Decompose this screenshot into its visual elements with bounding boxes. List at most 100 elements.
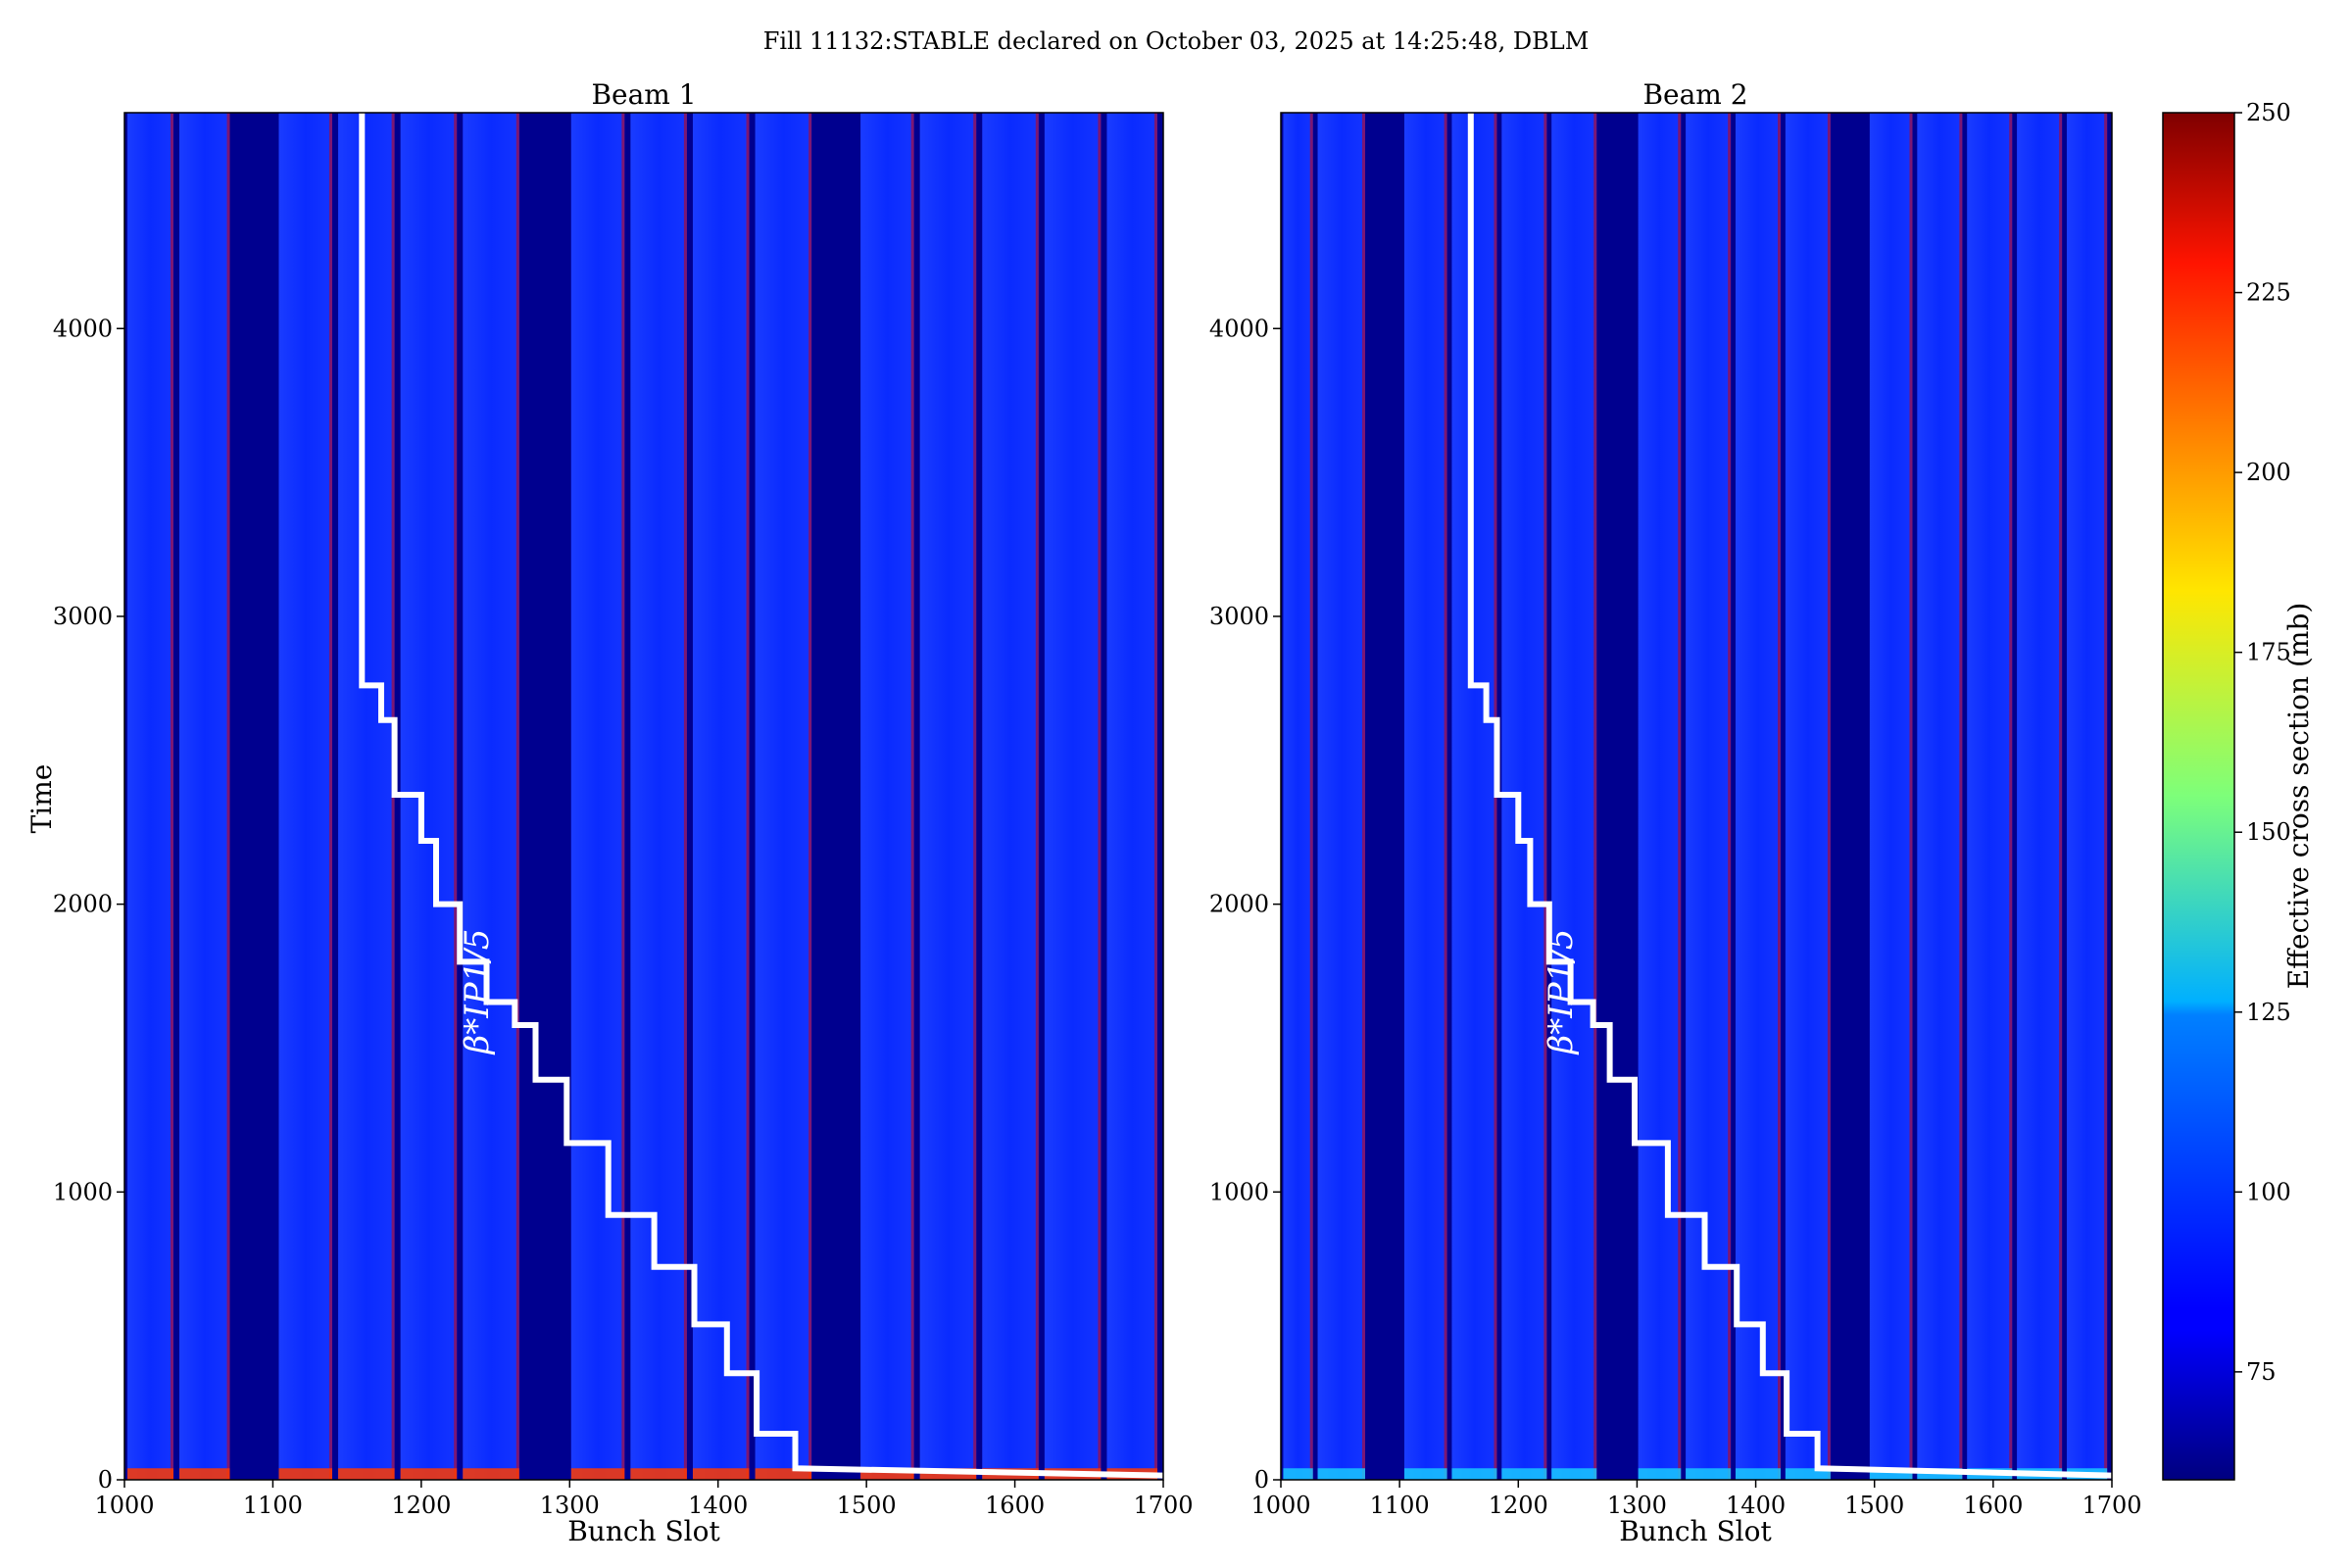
filled-train-11: [1869, 113, 1913, 1480]
filled-train-2: [1317, 113, 1366, 1480]
train-edge-15: [1153, 113, 1157, 1480]
filled-train-13: [982, 113, 1039, 1480]
train-edge-9: [1778, 113, 1782, 1480]
y-tick-label: 1000: [1209, 1178, 1269, 1205]
beam-1-beta-star-label: β*IP1/5: [458, 929, 497, 1056]
y-tick-label: 0: [1254, 1466, 1269, 1494]
beam-1-axes-frame: [123, 112, 1164, 1481]
train-start-hot-1: [127, 1468, 173, 1480]
beam-2-heatmap: [1281, 113, 2112, 1480]
beam-1-title: Beam 1: [591, 78, 696, 111]
train-edge-1: [170, 113, 173, 1480]
beam-2-beta-star-steps: [1467, 113, 2113, 1479]
beam-1-x-axis-label: Bunch Slot: [567, 1515, 720, 1547]
beam-2-beta-star-label: β*IP1/5: [1542, 929, 1581, 1056]
train-edge-1: [1309, 113, 1313, 1480]
x-tick-label: 1100: [1370, 1492, 1430, 1519]
train-start-hot-5: [1501, 1468, 1547, 1480]
train-start-hot-7: [1638, 1468, 1682, 1480]
train-edge-5: [1544, 113, 1547, 1480]
train-edge-8: [683, 113, 687, 1480]
x-tick-label: 1200: [391, 1492, 451, 1519]
filled-train-14: [2017, 113, 2063, 1480]
filled-train-12: [1917, 113, 1963, 1480]
filled-train-12: [919, 113, 977, 1480]
figure-title: Fill 11132:STABLE declared on October 03…: [763, 27, 1590, 55]
y-tick-label: 1000: [53, 1178, 113, 1205]
filled-train-3: [1403, 113, 1447, 1480]
colorbar-tick-label: 100: [2246, 1178, 2291, 1205]
train-edge-8: [1728, 113, 1732, 1480]
colorbar-tick-label: 125: [2246, 999, 2291, 1026]
y-tick-label: 2000: [1209, 891, 1269, 918]
x-tick-label: 1000: [1250, 1492, 1310, 1519]
beam-2-y-ticks: 0 1000 2000 3000 4000: [1209, 315, 1281, 1494]
x-tick-label: 1500: [1844, 1492, 1904, 1519]
train-edge-2: [1362, 113, 1366, 1480]
filled-train-10: [1785, 113, 1831, 1480]
filled-train-8: [630, 113, 687, 1480]
x-tick-label: 1100: [243, 1492, 303, 1519]
colorbar-gradient: [2162, 112, 2235, 1481]
train-edge-7: [1678, 113, 1682, 1480]
filled-train-6: [1551, 113, 1597, 1480]
x-tick-label: 1500: [837, 1492, 897, 1519]
train-edge-15: [2104, 113, 2108, 1480]
x-tick-label: 1000: [94, 1492, 154, 1519]
filled-train-4: [338, 113, 395, 1480]
train-edge-14: [2059, 113, 2063, 1480]
train-start-hot-5: [400, 1468, 458, 1480]
train-edge-2: [226, 113, 230, 1480]
train-start-hot-6: [1551, 1468, 1597, 1480]
train-edge-9: [746, 113, 750, 1480]
colorbar-ticks: 75 100 125 150 175 200 225 250: [2234, 99, 2291, 1386]
beam-2-x-ticks: 1000 1100 1200 1300 1400 1500 1600 1700: [1250, 1480, 2142, 1519]
beta-star-step-line: [1467, 113, 2113, 1479]
train-edge-12: [973, 113, 977, 1480]
train-start-hot-4: [338, 1468, 395, 1480]
y-tick-label: 2000: [53, 891, 113, 918]
y-tick-label: 4000: [53, 315, 113, 342]
train-start-hot-10: [1785, 1468, 1831, 1480]
train-edge-11: [910, 113, 914, 1480]
beam-2-x-axis-label: Bunch Slot: [1619, 1515, 1772, 1547]
train-edge-14: [1098, 113, 1102, 1480]
beta-star-label-text: β*IP1/5: [458, 929, 497, 1056]
x-tick-label: 1700: [2082, 1492, 2141, 1519]
x-tick-label: 1400: [1726, 1492, 1786, 1519]
filled-train-15: [1106, 113, 1157, 1480]
train-start-hot-2: [179, 1468, 230, 1480]
x-tick-label: 1600: [985, 1492, 1045, 1519]
filled-train-11: [860, 113, 914, 1480]
train-edge-11: [1909, 113, 1913, 1480]
filled-train-7: [570, 113, 625, 1480]
beam-2-panel: Beam 2 β*IP1/5 1000 1100 1200 1300 1400 1500 1…: [1209, 78, 2142, 1547]
train-edge-12: [1959, 113, 1963, 1480]
train-start-hot-11: [860, 1468, 914, 1480]
colorbar-label: Effective cross section (mb): [2282, 603, 2315, 990]
y-tick-label: 0: [98, 1466, 113, 1494]
x-tick-label: 1400: [688, 1492, 748, 1519]
beam-2-title: Beam 2: [1642, 78, 1747, 111]
train-edge-13: [2009, 113, 2013, 1480]
filled-train-3: [278, 113, 332, 1480]
beta-star-step-line: [359, 113, 1164, 1479]
train-edge-3: [1444, 113, 1447, 1480]
train-start-hot-3: [278, 1468, 332, 1480]
colorbar-tick-label: 175: [2246, 639, 2291, 666]
train-start-hot-9: [692, 1468, 750, 1480]
train-edge-7: [621, 113, 625, 1480]
train-start-hot-1: [1283, 1468, 1313, 1480]
beam-1-y-ticks: 0 1000 2000 3000 4000: [53, 315, 124, 1494]
train-start-hot-2: [1317, 1468, 1366, 1480]
train-start-hot-9: [1735, 1468, 1782, 1480]
filled-train-9: [692, 113, 750, 1480]
colorbar-tick-label: 250: [2246, 99, 2291, 126]
train-edge-5: [454, 113, 458, 1480]
filled-train-13: [1967, 113, 2013, 1480]
filled-train-6: [463, 113, 519, 1480]
filled-train-9: [1735, 113, 1782, 1480]
colorbar-tick-label: 200: [2246, 459, 2291, 486]
train-start-hot-6: [463, 1468, 519, 1480]
